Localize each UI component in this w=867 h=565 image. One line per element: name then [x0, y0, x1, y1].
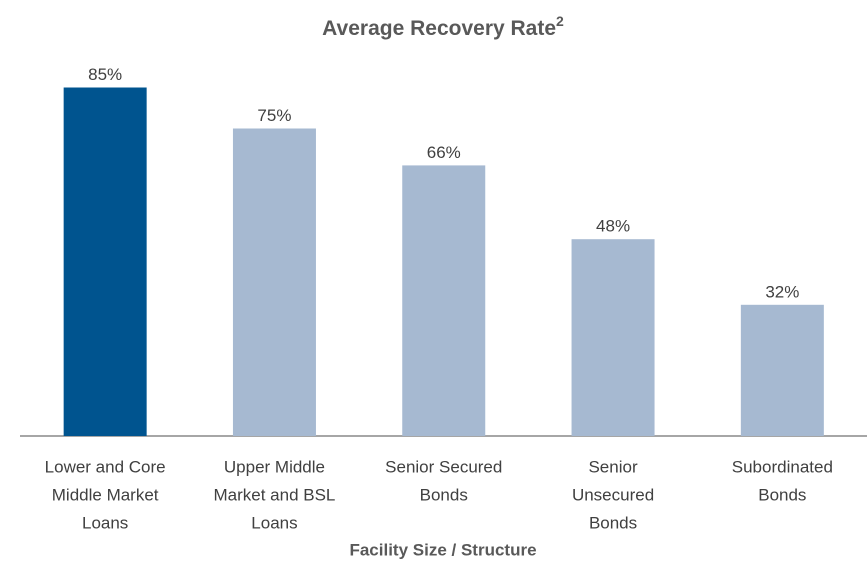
chart-title: Average Recovery Rate2	[322, 13, 564, 40]
bar	[402, 165, 486, 436]
data-label: 85%	[88, 65, 122, 84]
x-tick-label: Upper Middle	[224, 457, 325, 476]
x-tick-label: Bonds	[589, 513, 637, 532]
x-tick-label: Market and BSL	[213, 485, 335, 504]
x-tick-label: Senior Secured	[385, 457, 502, 476]
x-tick-label: Loans	[82, 513, 128, 532]
data-label: 75%	[257, 106, 291, 125]
x-tick-label: Bonds	[758, 485, 806, 504]
bar	[232, 128, 316, 436]
x-tick-label: Middle Market	[52, 485, 159, 504]
bar	[571, 239, 655, 436]
title-superscript: 2	[556, 13, 564, 29]
title-text: Average Recovery Rate	[322, 17, 556, 40]
data-label: 48%	[596, 217, 630, 236]
x-tick-label: Bonds	[420, 485, 468, 504]
x-tick-label: Lower and Core	[45, 457, 166, 476]
bar	[63, 87, 147, 436]
x-tick-label: Subordinated	[732, 457, 833, 476]
x-tick-label: Senior	[588, 457, 637, 476]
data-label: 32%	[765, 282, 799, 301]
x-axis-title: Facility Size / Structure	[349, 540, 536, 559]
bar	[740, 304, 824, 436]
data-label: 66%	[427, 143, 461, 162]
x-tick-label: Loans	[251, 513, 297, 532]
x-tick-label: Unsecured	[572, 485, 654, 504]
